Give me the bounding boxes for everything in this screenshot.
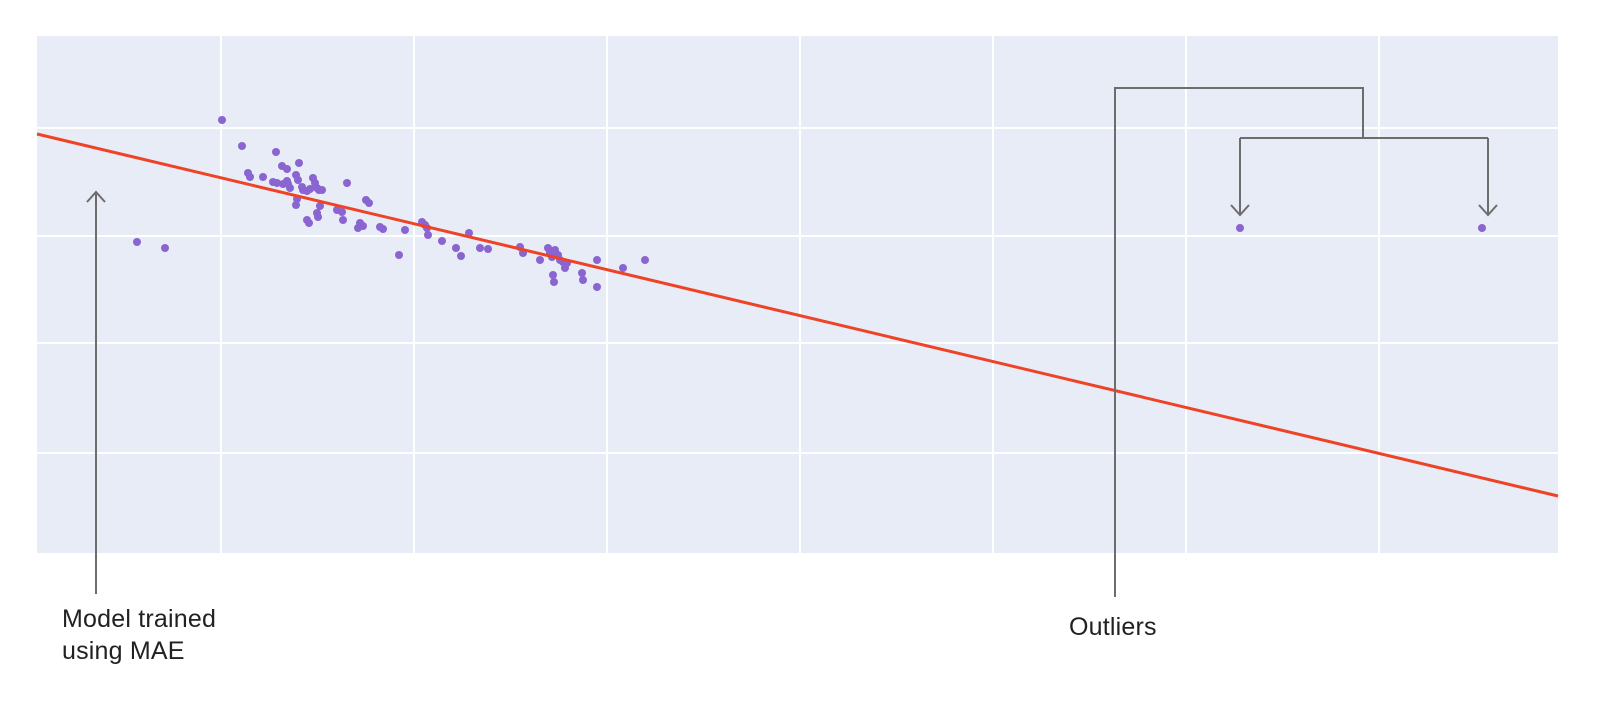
mae-label-line2: using MAE bbox=[62, 637, 185, 665]
outlier-point bbox=[1236, 224, 1244, 232]
scatter-point bbox=[306, 185, 314, 193]
scatter-point bbox=[465, 229, 473, 237]
scatter-point bbox=[283, 165, 291, 173]
scatter-point bbox=[593, 256, 601, 264]
scatter-point bbox=[343, 179, 351, 187]
gridline-vertical bbox=[220, 36, 222, 553]
scatter-point bbox=[259, 173, 267, 181]
scatter-point bbox=[295, 159, 303, 167]
scatter-point bbox=[338, 208, 346, 216]
scatter-point bbox=[272, 148, 280, 156]
mae-label-line1: Model trained bbox=[62, 605, 217, 633]
plot-area bbox=[37, 36, 1558, 553]
scatter-point bbox=[246, 173, 254, 181]
scatter-point bbox=[476, 244, 484, 252]
scatter-point bbox=[314, 213, 322, 221]
scatter-point bbox=[401, 226, 409, 234]
scatter-point bbox=[457, 252, 465, 260]
scatter-point bbox=[305, 219, 313, 227]
scatter-point bbox=[550, 278, 558, 286]
outliers-annotation-label: Outliers bbox=[1069, 613, 1157, 641]
scatter-point bbox=[318, 186, 326, 194]
mae-annotation-label: Model trained using MAE bbox=[62, 603, 216, 667]
scatter-point bbox=[395, 251, 403, 259]
scatter-point bbox=[593, 283, 601, 291]
scatter-point bbox=[133, 238, 141, 246]
scatter-point bbox=[452, 244, 460, 252]
scatter-point bbox=[316, 202, 324, 210]
scatter-point bbox=[161, 244, 169, 252]
scatter-point bbox=[579, 276, 587, 284]
scatter-point bbox=[641, 256, 649, 264]
scatter-point bbox=[424, 231, 432, 239]
gridline-vertical bbox=[606, 36, 608, 553]
gridline-horizontal bbox=[37, 342, 1558, 344]
scatter-point bbox=[218, 116, 226, 124]
scatter-point bbox=[365, 199, 373, 207]
gridline-vertical bbox=[1378, 36, 1380, 553]
scatter-point bbox=[339, 216, 347, 224]
scatter-point bbox=[519, 249, 527, 257]
gridline-vertical bbox=[413, 36, 415, 553]
scatter-point bbox=[438, 237, 446, 245]
scatter-point bbox=[536, 256, 544, 264]
gridline-horizontal bbox=[37, 235, 1558, 237]
outlier-point bbox=[1478, 224, 1486, 232]
gridline-horizontal bbox=[37, 452, 1558, 454]
gridline-vertical bbox=[799, 36, 801, 553]
scatter-point bbox=[561, 264, 569, 272]
scatter-point bbox=[286, 184, 294, 192]
scatter-point bbox=[238, 142, 246, 150]
scatter-point bbox=[359, 222, 367, 230]
gridline-vertical bbox=[1185, 36, 1187, 553]
scatter-point bbox=[379, 225, 387, 233]
gridline-horizontal bbox=[37, 127, 1558, 129]
scatter-point bbox=[292, 201, 300, 209]
gridline-vertical bbox=[992, 36, 994, 553]
scatter-point bbox=[484, 245, 492, 253]
scatter-point bbox=[619, 264, 627, 272]
